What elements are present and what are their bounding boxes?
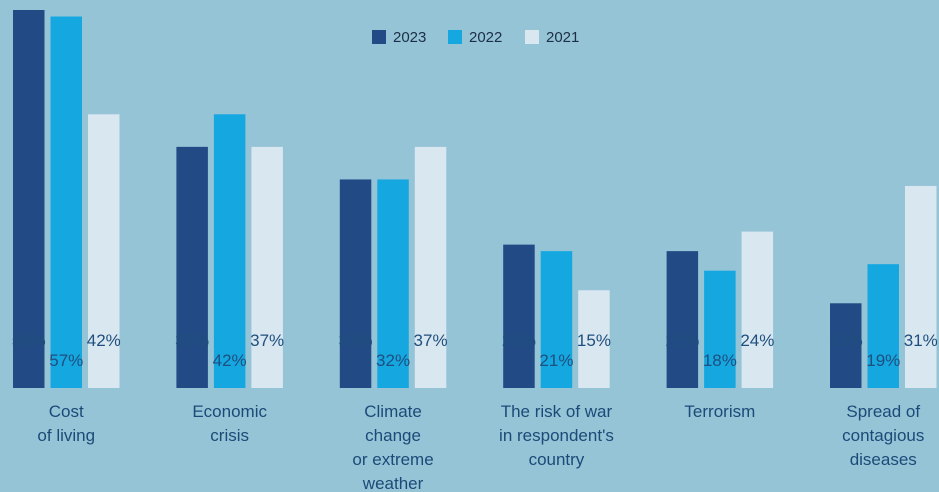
data-label-2022-1: 42% [213, 351, 247, 370]
bar-2022-4 [704, 270, 736, 388]
bar-2021-3 [578, 290, 610, 388]
category-label-2-line-1: change [365, 426, 421, 445]
bar-2023-3 [503, 244, 535, 388]
category-label-3-line-0: The risk of war [501, 402, 613, 421]
data-label-2022-4: 18% [703, 351, 737, 370]
category-label-2-line-2: or extreme [352, 450, 433, 469]
data-label-2023-2: 32% [339, 331, 373, 350]
data-label-2023-3: 22% [502, 331, 536, 350]
bar-2023-1 [176, 146, 208, 388]
category-label-0-line-0: Cost [49, 402, 84, 421]
data-label-2022-3: 21% [539, 351, 573, 370]
legend-label-2022: 2022 [469, 29, 502, 46]
legend-label-2023: 2023 [393, 29, 426, 46]
bar-2021-4 [741, 231, 774, 388]
data-label-2021-3: 15% [577, 331, 611, 350]
bar-2023-0 [13, 10, 45, 388]
legend-swatch-2021 [525, 30, 539, 44]
category-label-3-line-1: in respondent's [499, 426, 614, 445]
category-labels-group: Cost of living Economic crisis Climate change… [37, 402, 924, 492]
data-label-2022-5: 19% [866, 351, 900, 370]
bar-2021-0 [88, 114, 120, 388]
data-label-2022-0: 57% [49, 351, 83, 370]
data-label-2023-1: 37% [175, 331, 209, 350]
category-label-2-line-3: weather [362, 474, 424, 492]
data-label-2021-0: 42% [87, 331, 121, 350]
bar-2022-0 [50, 16, 82, 388]
data-label-2021-5: 31% [904, 331, 938, 350]
category-label-1-line-0: Economic [192, 402, 267, 421]
bar-2022-3 [540, 251, 573, 388]
bar-2022-2 [377, 179, 409, 388]
bars-group [13, 10, 937, 388]
data-label-2023-0: 58% [12, 331, 46, 350]
data-label-2023-4: 21% [665, 331, 699, 350]
legend: 2023 2022 2021 [372, 29, 579, 46]
category-label-4-line-0: Terrorism [684, 402, 755, 421]
category-label-5-line-1: contagious [842, 426, 924, 445]
data-label-2023-5: 13% [829, 331, 863, 350]
category-label-5-line-2: diseases [850, 450, 917, 469]
bar-2021-5 [905, 185, 937, 388]
category-label-3-line-2: country [529, 450, 585, 469]
bar-2023-5 [830, 303, 862, 388]
category-label-2-line-0: Climate [364, 402, 422, 421]
legend-label-2021: 2021 [546, 29, 579, 46]
bar-2022-1 [213, 114, 246, 388]
bar-2021-2 [414, 146, 447, 388]
data-label-2021-2: 37% [414, 331, 448, 350]
category-label-5-line-0: Spread of [846, 402, 920, 421]
data-label-2021-4: 24% [740, 331, 774, 350]
data-label-2021-1: 37% [250, 331, 284, 350]
bar-2023-2 [339, 179, 372, 388]
legend-swatch-2022 [448, 30, 462, 44]
bar-2022-5 [867, 264, 899, 388]
category-label-1-line-1: crisis [210, 426, 249, 445]
category-label-0-line-1: of living [37, 426, 95, 445]
bar-2023-4 [666, 251, 699, 388]
bar-2021-1 [251, 146, 283, 388]
data-labels-group: 58%57%42% 37%42%37% 32%32%37% 22%21%15% 21%1… [12, 331, 938, 370]
data-label-2022-2: 32% [376, 351, 410, 370]
legend-swatch-2023 [372, 30, 386, 44]
